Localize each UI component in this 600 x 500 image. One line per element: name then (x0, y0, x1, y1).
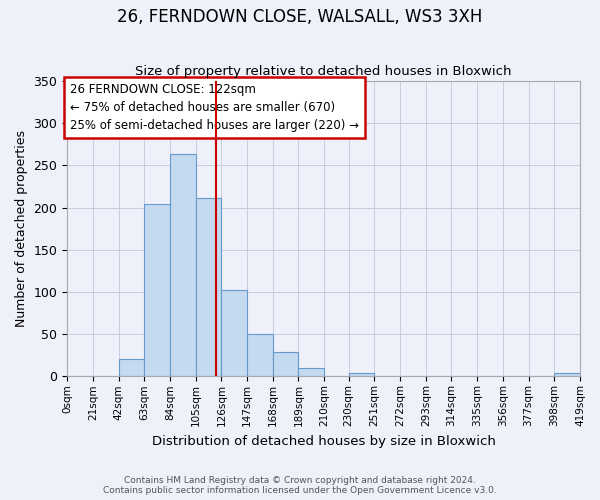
Bar (221, 290, 247, 376)
Bar (196, 198, 221, 376)
Bar (298, 368, 324, 376)
Text: Contains HM Land Registry data © Crown copyright and database right 2024.
Contai: Contains HM Land Registry data © Crown c… (103, 476, 497, 495)
Bar (349, 373, 374, 376)
Bar (273, 352, 298, 376)
Text: 26, FERNDOWN CLOSE, WALSALL, WS3 3XH: 26, FERNDOWN CLOSE, WALSALL, WS3 3XH (118, 8, 482, 26)
Title: Size of property relative to detached houses in Bloxwich: Size of property relative to detached ho… (136, 66, 512, 78)
X-axis label: Distribution of detached houses by size in Bloxwich: Distribution of detached houses by size … (152, 434, 496, 448)
Bar (247, 334, 273, 376)
Bar (170, 154, 196, 376)
Bar (554, 373, 580, 376)
Y-axis label: Number of detached properties: Number of detached properties (15, 130, 28, 327)
Text: 26 FERNDOWN CLOSE: 122sqm
← 75% of detached houses are smaller (670)
25% of semi: 26 FERNDOWN CLOSE: 122sqm ← 75% of detac… (70, 82, 359, 132)
Bar (144, 204, 170, 376)
Bar (119, 358, 144, 376)
